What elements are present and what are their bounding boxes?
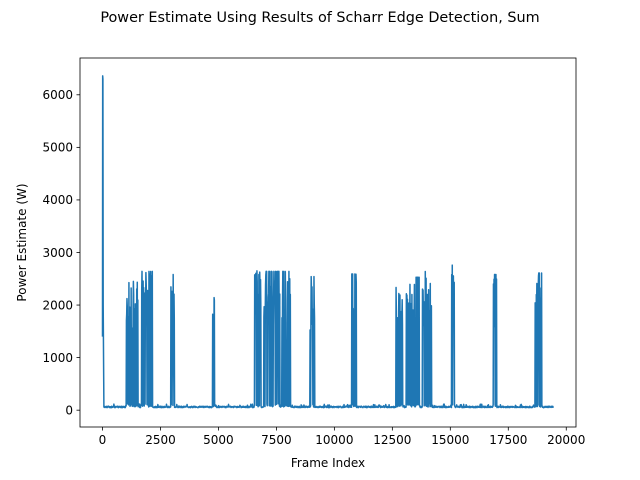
x-tick-label: 2500 [145,433,176,447]
y-tick-label: 4000 [42,193,73,207]
plot-area [101,75,554,409]
x-tick-label: 7500 [261,433,292,447]
x-axis: 0 2500 5000 7500 10000 12500 15000 17500 20000 [99,427,585,447]
y-tick-label: 1000 [42,351,73,365]
y-tick-label: 5000 [42,141,73,155]
chart-title: Power Estimate Using Results of Scharr E… [100,10,539,26]
axes-frame [79,57,577,428]
power-series-line [101,75,554,409]
y-tick-label: 6000 [42,88,73,102]
x-tick-label: 20000 [547,433,585,447]
y-tick-label: 0 [65,403,73,417]
x-tick-label: 17500 [489,433,527,447]
y-axis-label: Power Estimate (W) [15,183,29,301]
y-tick-label: 2000 [42,298,73,312]
y-axis: 0 1000 2000 3000 4000 5000 6000 [42,88,80,417]
x-tick-label: 15000 [431,433,469,447]
x-tick-label: 12500 [373,433,411,447]
x-tick-label: 5000 [203,433,234,447]
x-tick-label: 10000 [315,433,353,447]
y-tick-label: 3000 [42,246,73,260]
x-tick-label: 0 [99,433,107,447]
x-axis-label: Frame Index [291,456,365,470]
